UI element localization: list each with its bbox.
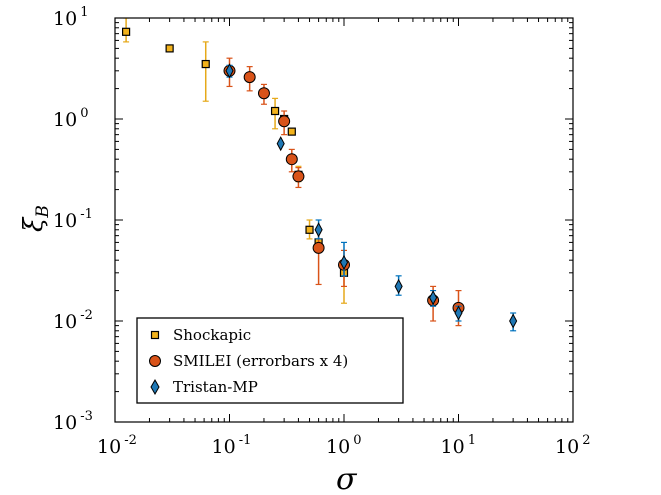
data-point-circle	[278, 115, 291, 128]
legend-entry-label: Shockapic	[173, 326, 251, 344]
legend-entry-label: Tristan-MP	[173, 378, 258, 396]
legend-marker-diamond	[150, 378, 160, 396]
legend-marker-circle	[149, 355, 161, 367]
data-point-diamond	[314, 222, 323, 238]
y-axis-label: ξB	[19, 205, 53, 232]
legend-marker-square	[150, 330, 160, 340]
plot-frame	[114, 17, 574, 423]
x-tick-label: 10 -2	[97, 433, 137, 458]
legend-box	[136, 317, 404, 404]
data-point-square	[270, 106, 280, 116]
axis-box	[114, 17, 574, 423]
x-tick-label: 10 1	[441, 433, 476, 458]
series-circle	[223, 57, 465, 327]
data-point-circle	[257, 87, 270, 100]
y-tick-label: 10 0	[53, 106, 88, 131]
data-point-diamond	[276, 136, 285, 152]
data-point-circle	[285, 153, 298, 166]
data-point-square	[305, 225, 314, 234]
data-point-square	[121, 27, 131, 36]
data-point-circle	[243, 71, 256, 84]
data-point-diamond	[429, 290, 438, 306]
x-tick-label: 10 0	[326, 433, 361, 458]
data-point-square	[165, 44, 174, 53]
y-tick-label: 10 -1	[53, 207, 93, 232]
data-point-square	[287, 127, 296, 136]
data-point-diamond	[225, 63, 234, 79]
y-tick-label: 10 -2	[53, 308, 93, 333]
y-tick-label: 10 -3	[53, 409, 93, 434]
data-point-diamond	[339, 254, 349, 270]
data-point-circle	[292, 170, 305, 183]
data-point-diamond	[394, 278, 403, 294]
x-axis-label: σ	[336, 462, 358, 495]
plot-area-data	[121, 18, 518, 332]
axis-labels: σ ξB	[19, 205, 358, 495]
axis-ticks: 10 -2 10 -1 10 0 10 1 10 210 -310 -210 -110 010 1	[53, 5, 590, 458]
x-tick-label: 10 2	[555, 433, 590, 458]
series-diamond	[225, 63, 518, 332]
legend-entry-label: SMILEI (errorbars x 4)	[173, 352, 348, 370]
data-point-square	[201, 59, 210, 69]
data-point-diamond	[454, 305, 463, 321]
data-point-diamond	[509, 313, 518, 329]
legend: Shockapic SMILEI (errorbars x 4) Tristan-M…	[136, 317, 404, 404]
y-tick-label: 10 1	[53, 5, 88, 30]
data-point-circle	[312, 241, 325, 254]
x-tick-label: 10 -1	[212, 433, 252, 458]
